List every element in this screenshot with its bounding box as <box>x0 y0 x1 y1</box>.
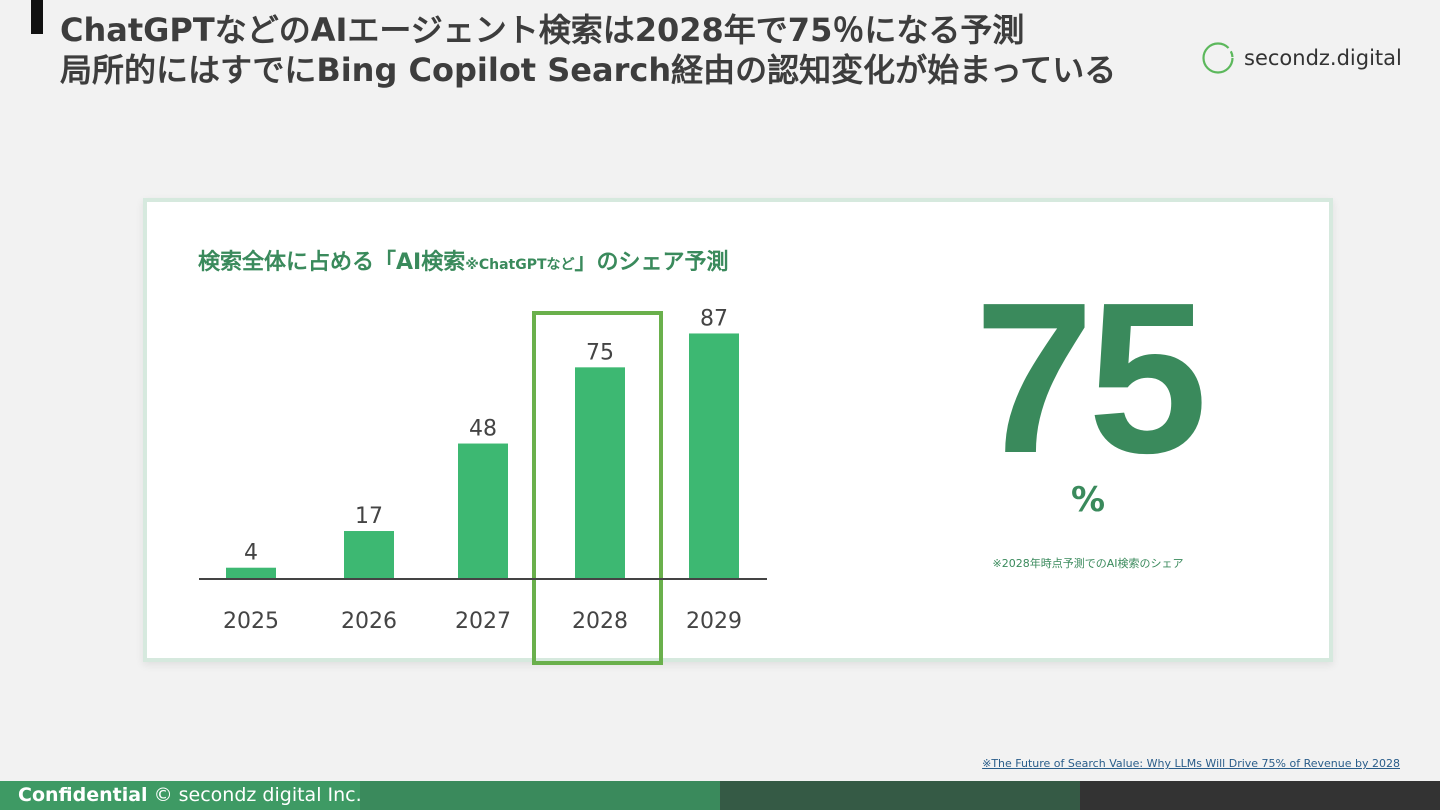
bar-2025 <box>226 567 276 579</box>
logo: secondz.digital <box>1202 42 1402 74</box>
value-label-2028: 75 <box>586 340 614 365</box>
footer-label: Confidential © secondz digital Inc. <box>0 781 362 810</box>
bar-2029 <box>689 333 739 579</box>
footer-band-2 <box>360 781 720 810</box>
highlight-unit: % <box>1070 480 1106 520</box>
slide-title: ChatGPTなどのAIエージェント検索は2028年で75％になる予測 局所的に… <box>60 10 1116 90</box>
footer-copyright: © secondz digital Inc. <box>153 784 362 806</box>
footer-band-3 <box>720 781 1080 810</box>
bar-2027 <box>458 443 508 579</box>
tick-label-2029: 2029 <box>686 609 742 634</box>
source-link[interactable]: ※The Future of Search Value: Why LLMs Wi… <box>982 757 1400 770</box>
tick-label-2025: 2025 <box>223 609 279 634</box>
logo-ring-icon <box>1202 42 1234 74</box>
footer: Confidential © secondz digital Inc. <box>0 781 1440 810</box>
accent-bar <box>31 0 43 34</box>
highlight-note: ※2028年時点予測でのAI検索のシェア <box>992 557 1184 570</box>
chart-title: 検索全体に占める「AI検索※ChatGPTなど」のシェア予測 <box>198 244 729 276</box>
highlight-box-2028 <box>532 311 663 665</box>
chart-title-small: ※ChatGPTなど <box>465 257 575 273</box>
tick-label-2026: 2026 <box>341 609 397 634</box>
footer-band-4 <box>1080 781 1440 810</box>
value-label-2029: 87 <box>700 306 728 331</box>
logo-text: secondz.digital <box>1244 46 1402 70</box>
title-line-2: 局所的にはすでにBing Copilot Search経由の認知変化が始まってい… <box>60 51 1117 89</box>
footer-confidential: Confidential <box>18 784 148 806</box>
value-label-2025: 4 <box>244 541 258 566</box>
chart-title-main: 検索全体に占める「AI検索 <box>198 250 466 275</box>
tick-label-2027: 2027 <box>455 609 511 634</box>
title-line-1: ChatGPTなどのAIエージェント検索は2028年で75％になる予測 <box>60 11 1025 49</box>
chart-title-suffix: 」のシェア予測 <box>574 250 729 275</box>
bar-2026 <box>344 531 394 579</box>
tick-label-2028: 2028 <box>572 609 628 634</box>
bar-2028 <box>575 367 625 579</box>
value-label-2026: 17 <box>355 504 383 529</box>
highlight-value: 75 <box>974 257 1207 498</box>
value-label-2027: 48 <box>469 417 497 442</box>
